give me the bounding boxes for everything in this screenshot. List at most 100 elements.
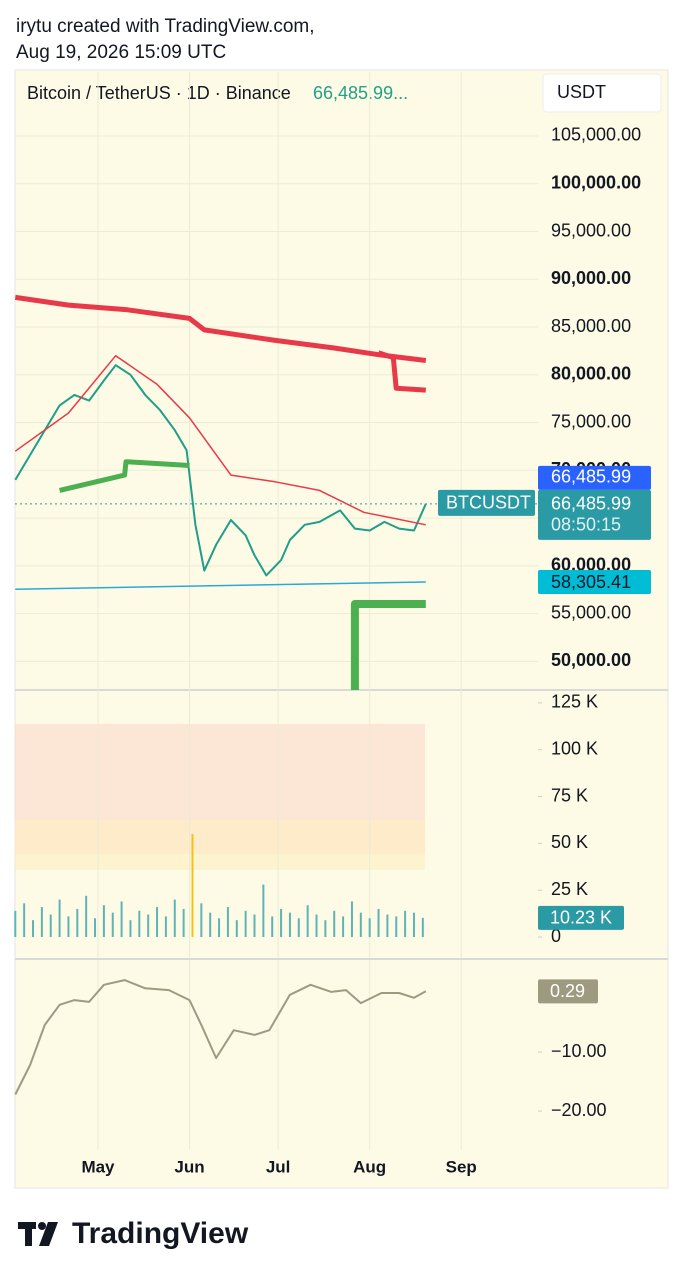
countdown: 08:50:15 bbox=[551, 515, 621, 535]
volume-bar bbox=[111, 912, 114, 938]
volume-bar bbox=[412, 912, 415, 938]
volume-bar bbox=[297, 918, 300, 938]
price-label: 58,305.41 bbox=[551, 572, 631, 592]
volume-bar bbox=[404, 910, 407, 938]
symbol-tag-label: BTCUSDT bbox=[446, 493, 531, 513]
logo-text: TradingView bbox=[72, 1217, 249, 1250]
x-tick-label: Jun bbox=[174, 1157, 204, 1176]
y-tick-label: −20.00 bbox=[551, 1100, 607, 1120]
y-tick-label: 85,000.00 bbox=[551, 316, 631, 336]
symbol-tag bbox=[438, 489, 535, 516]
y-tick-label: 25 K bbox=[551, 879, 588, 899]
y-tick-label: 50 K bbox=[551, 832, 588, 852]
logo-icon bbox=[39, 1222, 58, 1246]
volume-bar bbox=[235, 920, 238, 938]
y-tick-label: 75,000.00 bbox=[551, 411, 631, 431]
price-label-box bbox=[538, 489, 651, 540]
volume-bar bbox=[226, 907, 229, 938]
last-value-box bbox=[538, 979, 598, 1004]
volume-bar bbox=[32, 920, 35, 938]
volume-bar bbox=[85, 895, 88, 938]
y-tick-label: 100,000.00 bbox=[551, 173, 641, 193]
x-tick-label: Jul bbox=[266, 1157, 291, 1176]
volume-bar bbox=[102, 905, 105, 938]
volume-bar bbox=[306, 905, 309, 938]
volume-bar bbox=[182, 908, 185, 938]
last-value-label: 0.29 bbox=[550, 981, 585, 1001]
y-tick-label: 55,000.00 bbox=[551, 602, 631, 622]
symbol-title: Bitcoin / TetherUS · 1D · Binance bbox=[27, 83, 291, 103]
y-tick-label: 125 K bbox=[551, 692, 598, 712]
volume-bar bbox=[377, 908, 380, 938]
y-tick-label: 80,000.00 bbox=[551, 364, 631, 384]
x-tick-label: May bbox=[81, 1157, 115, 1176]
volume-bar bbox=[342, 916, 345, 938]
logo-icon bbox=[25, 1222, 32, 1246]
volume-bar bbox=[120, 901, 123, 938]
volume-bar bbox=[138, 910, 141, 938]
price-label: 66,485.99 bbox=[551, 467, 631, 487]
volume-bar bbox=[156, 907, 159, 938]
x-tick-label: Sep bbox=[446, 1157, 477, 1176]
series-line bbox=[14, 979, 427, 1095]
volume-bar bbox=[218, 918, 221, 938]
volume-bar bbox=[209, 912, 212, 938]
series-line bbox=[14, 294, 427, 363]
logo-icon bbox=[38, 1222, 46, 1230]
volume-bar bbox=[315, 914, 318, 938]
y-tick-label: 90,000.00 bbox=[551, 268, 631, 288]
volume-bar bbox=[244, 910, 247, 938]
series-line bbox=[14, 364, 427, 577]
author: irytu created with TradingView.com, bbox=[16, 16, 315, 37]
last-value-box bbox=[538, 905, 624, 930]
currency[interactable]: USDT bbox=[557, 82, 606, 102]
volume-bar bbox=[421, 917, 424, 938]
series-line bbox=[350, 600, 426, 690]
volume-bar bbox=[324, 920, 327, 938]
volume-bar bbox=[94, 918, 97, 938]
volume-bar bbox=[253, 914, 256, 938]
volume-bar bbox=[76, 908, 79, 938]
y-tick-label: −10.00 bbox=[551, 1041, 607, 1061]
y-tick-label: 105,000.00 bbox=[551, 125, 641, 145]
volume-bar bbox=[164, 916, 167, 938]
last-value-label: 10.23 K bbox=[550, 908, 612, 928]
volume-bar bbox=[359, 912, 362, 938]
volume-bar bbox=[147, 914, 150, 938]
last-price: 66,485.99... bbox=[313, 83, 408, 103]
y-tick-label: 75 K bbox=[551, 785, 588, 805]
volume-bar bbox=[49, 914, 52, 938]
logo: TradingView bbox=[18, 1217, 249, 1250]
price-label-box bbox=[538, 465, 651, 490]
volume-bar bbox=[191, 834, 194, 938]
y-tick-label: 50,000.00 bbox=[551, 650, 631, 670]
volume-bar bbox=[58, 899, 61, 938]
currency-button[interactable] bbox=[542, 73, 662, 113]
volume-bar bbox=[262, 884, 265, 938]
y-tick-label: 60,000.00 bbox=[551, 555, 631, 575]
y-tick-label: 95,000.00 bbox=[551, 220, 631, 240]
volume-bar bbox=[129, 920, 132, 938]
series-line bbox=[14, 354, 426, 526]
volume-band bbox=[15, 820, 425, 870]
volume-bar bbox=[271, 916, 274, 938]
volume-bar bbox=[288, 912, 291, 938]
price-label-box bbox=[538, 570, 651, 595]
price-label: 66,485.99 bbox=[551, 494, 631, 514]
volume-bar bbox=[67, 916, 70, 938]
y-tick-label: 0 bbox=[551, 926, 561, 946]
series-line bbox=[59, 459, 190, 493]
volume-bar bbox=[40, 907, 43, 938]
volume-bar bbox=[23, 903, 26, 938]
volume-bar bbox=[200, 903, 203, 938]
volume-bar bbox=[368, 918, 371, 938]
series-line bbox=[377, 350, 426, 393]
volume-bar bbox=[386, 914, 389, 938]
volume-bar bbox=[14, 910, 17, 938]
series-line bbox=[15, 581, 426, 590]
volume-bar bbox=[350, 901, 353, 938]
y-tick-label: 100 K bbox=[551, 738, 598, 758]
x-tick-label: Aug bbox=[353, 1157, 386, 1176]
timestamp: Aug 19, 2026 15:09 UTC bbox=[16, 42, 226, 63]
